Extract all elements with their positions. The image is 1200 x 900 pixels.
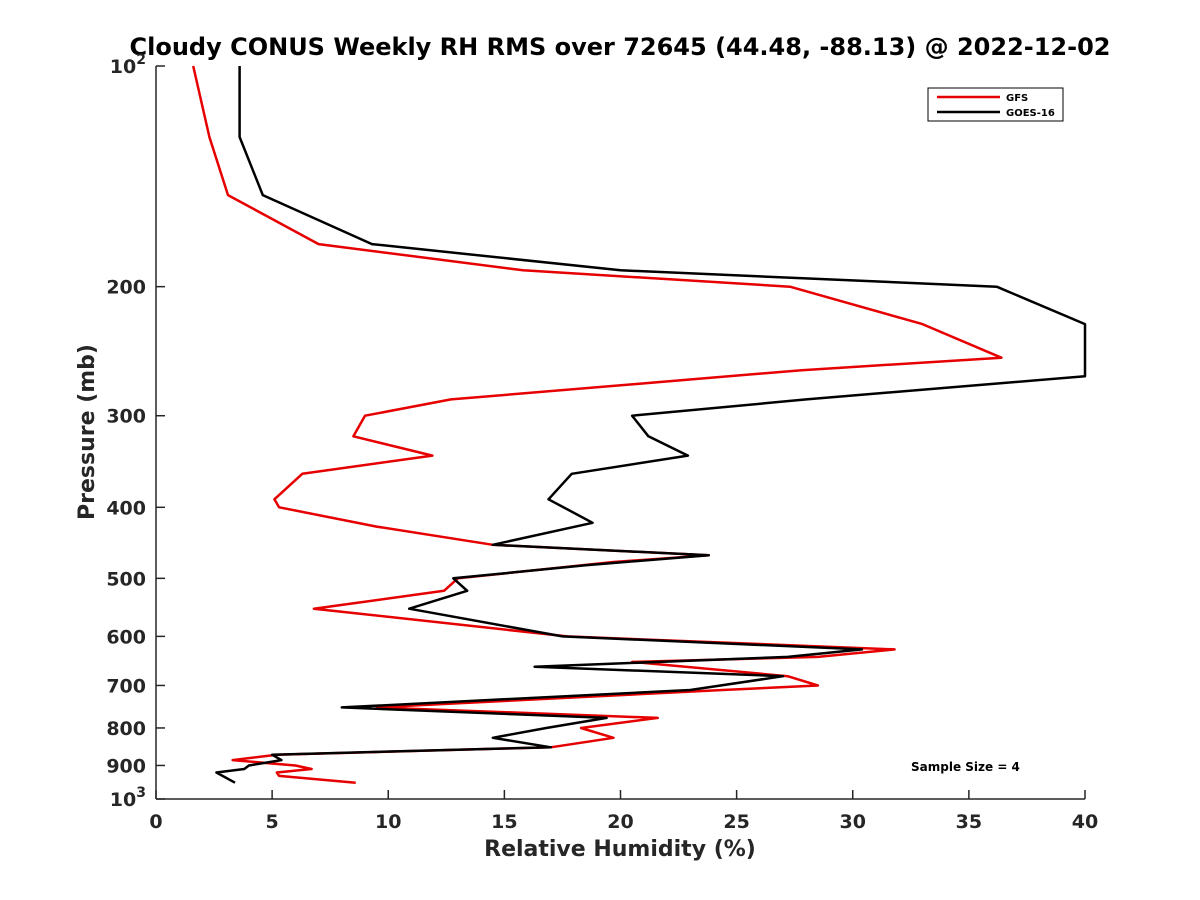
x-tick-label: 25 <box>723 811 749 833</box>
x-axis-label: Relative Humidity (%) <box>484 837 756 862</box>
y-tick-label: 103 <box>110 785 146 811</box>
y-tick-label: 900 <box>106 755 146 777</box>
y-tick-label: 500 <box>106 568 146 590</box>
y-tick-label: 200 <box>106 277 146 299</box>
x-tick-label: 10 <box>375 811 401 833</box>
sample-size-annotation: Sample Size = 4 <box>911 760 1020 774</box>
x-tick-label: 15 <box>491 811 517 833</box>
y-tick-exponent: 3 <box>136 785 146 801</box>
series-line-goes16 <box>215 66 1087 784</box>
x-tick-label: 30 <box>840 811 866 833</box>
y-axis-label: Pressure (mb) <box>75 344 100 520</box>
x-tick-label: 5 <box>266 811 279 833</box>
y-tick-base: 10 <box>110 56 136 78</box>
y-tick-base: 10 <box>110 789 136 811</box>
x-tick-label: 40 <box>1072 811 1098 833</box>
legend-label-gfs: GFS <box>1006 93 1028 104</box>
y-tick-label: 700 <box>106 675 146 697</box>
series-line-gfs <box>191 65 1003 784</box>
legend-label-goes16: GOES-16 <box>1006 108 1055 119</box>
y-tick-label: 400 <box>106 497 146 519</box>
y-tick-label: 300 <box>106 406 146 428</box>
legend-box <box>927 87 1064 122</box>
x-tick-label: 35 <box>956 811 982 833</box>
legend: GFS GOES-16 <box>927 87 1064 122</box>
y-tick-exponent: 2 <box>136 52 146 68</box>
y-tick-label: 600 <box>106 626 146 648</box>
plot-area: 0 5 10 15 20 25 30 35 40 10220030040050060070080… <box>106 52 1098 833</box>
x-tick-label: 20 <box>607 811 633 833</box>
x-ticks: 0 5 10 15 20 25 30 35 40 <box>149 790 1098 833</box>
y-tick-label: 102 <box>110 52 146 78</box>
chart-title: Cloudy CONUS Weekly RH RMS over 72645 (4… <box>130 33 1111 61</box>
series-lines <box>191 65 1087 784</box>
x-tick-label: 0 <box>149 811 162 833</box>
y-tick-label: 800 <box>106 718 146 740</box>
